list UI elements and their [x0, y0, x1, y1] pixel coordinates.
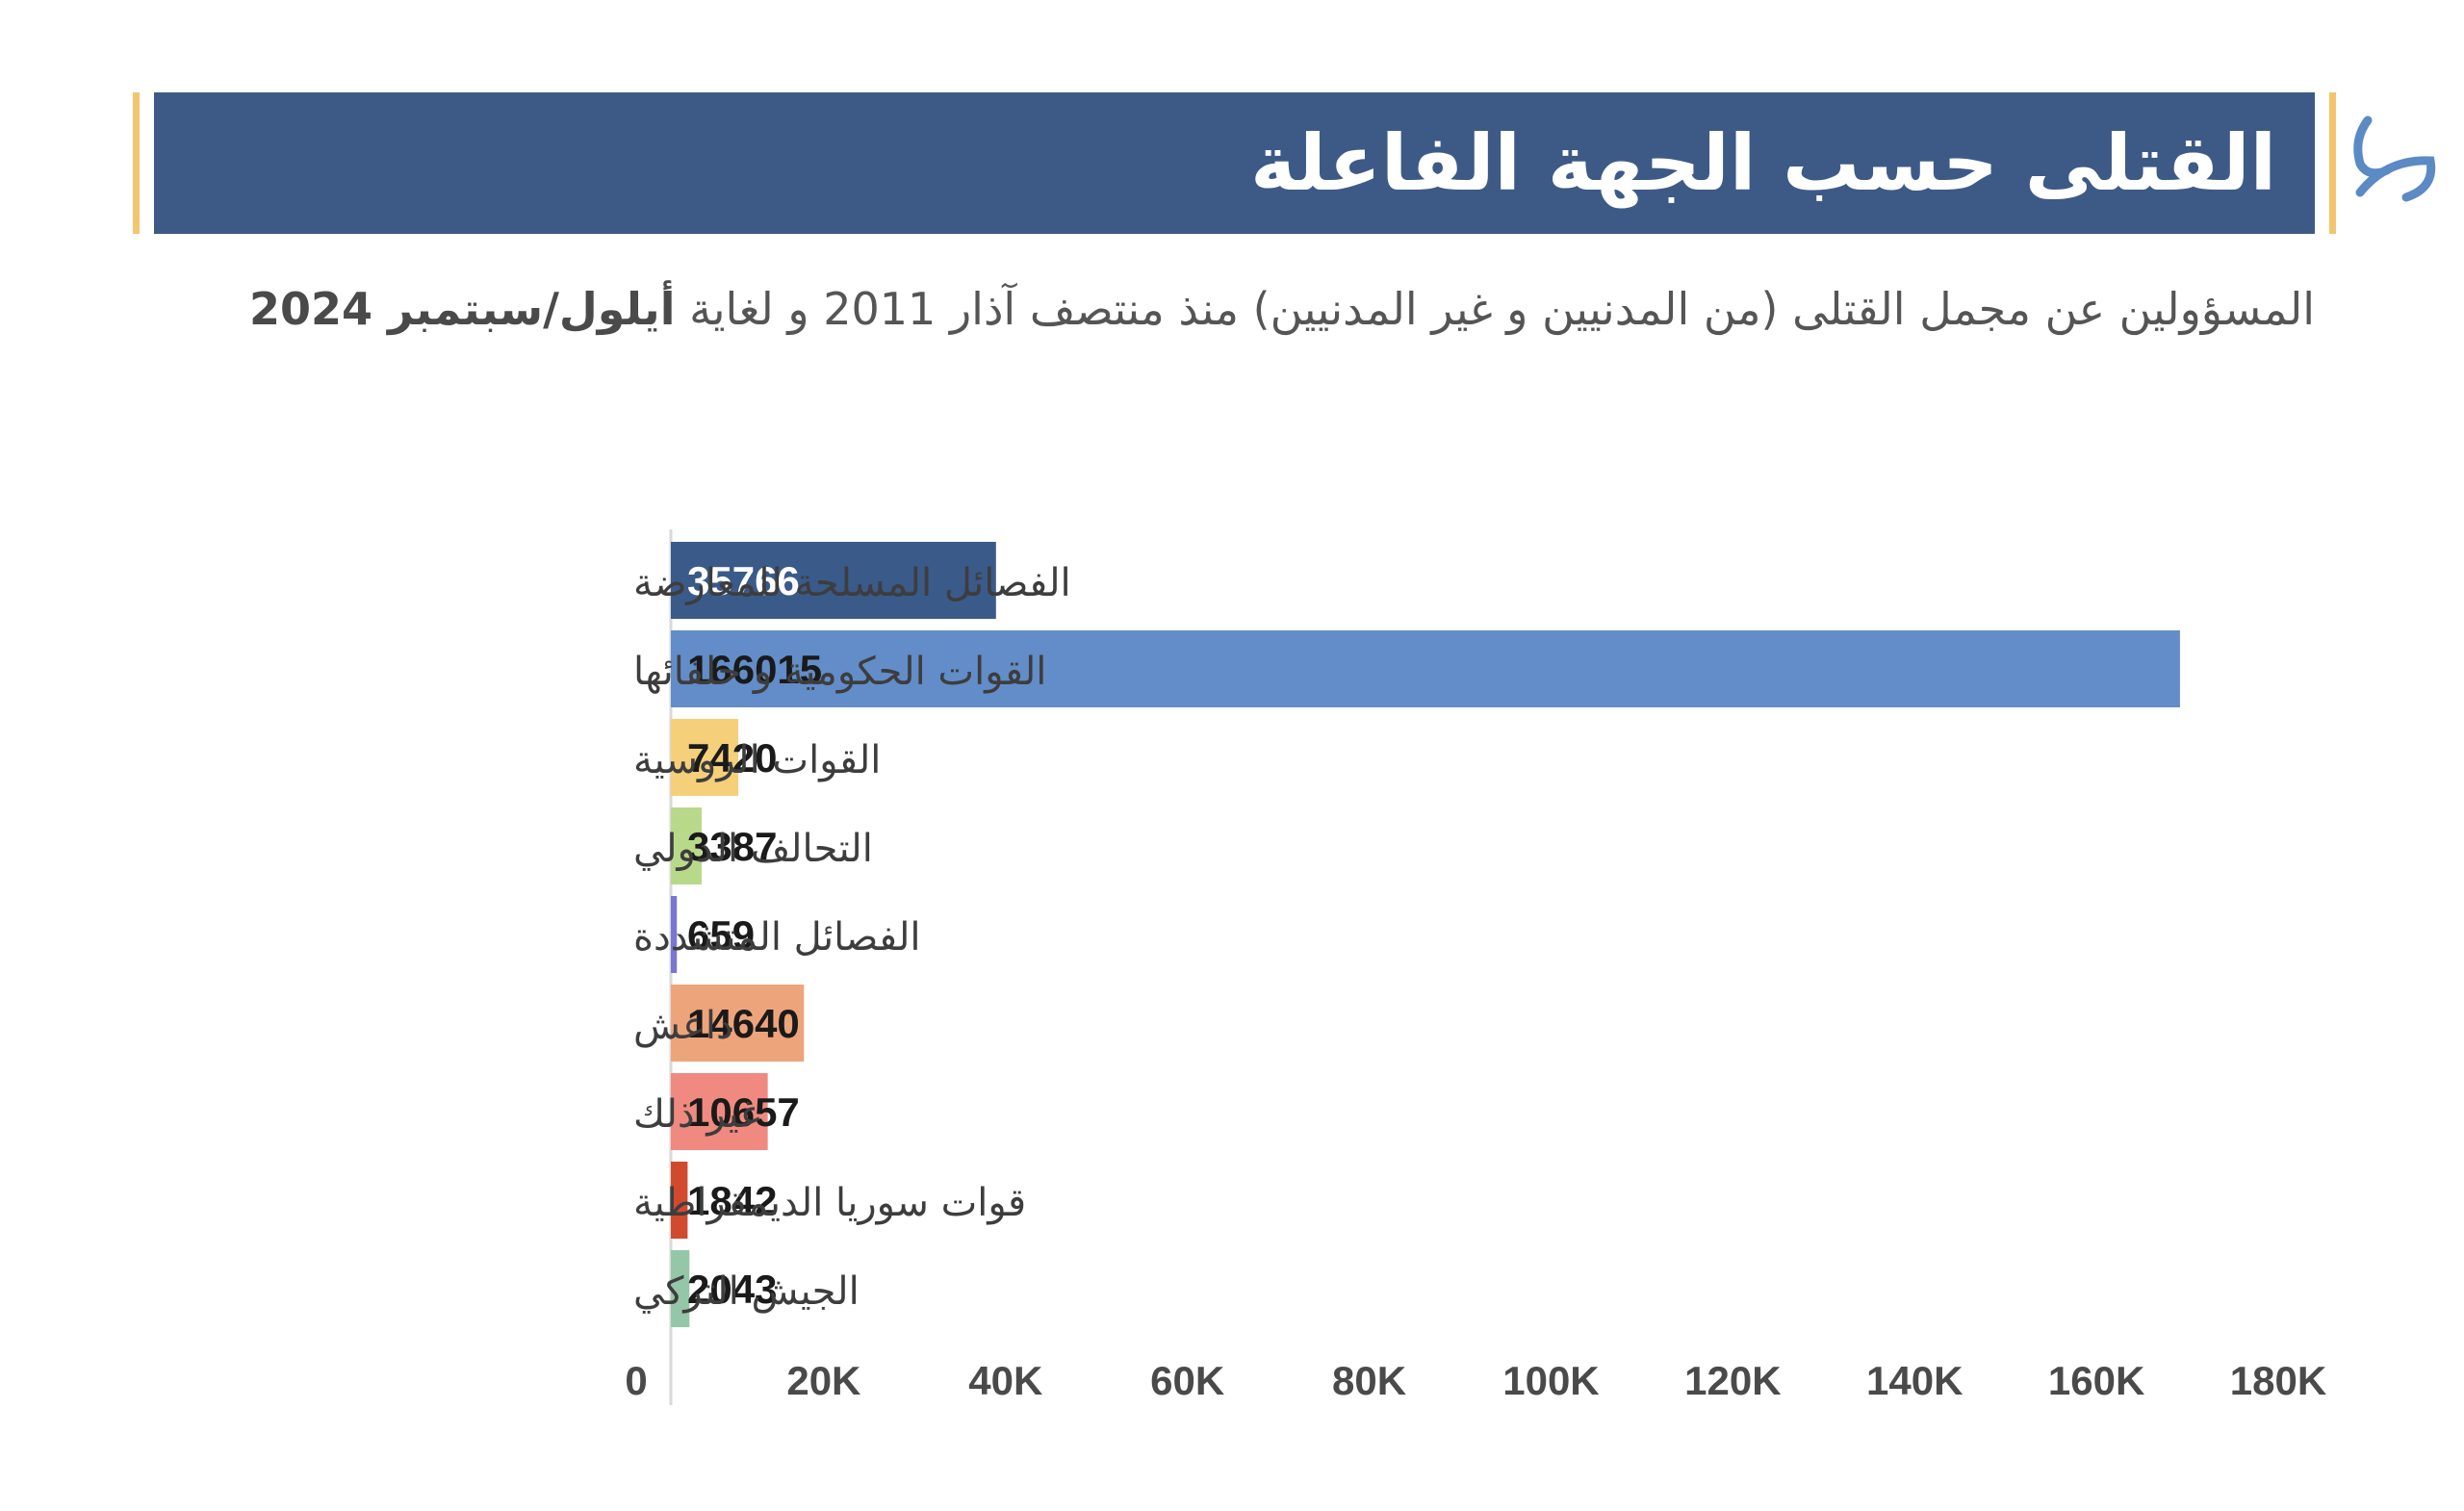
logo-stroke-lower	[2355, 156, 2436, 202]
bar-7	[671, 1073, 768, 1150]
x-tick-label-6: 120K	[1684, 1358, 1781, 1403]
title-banner	[154, 92, 2315, 234]
bar-value-label-4: 3387	[687, 824, 777, 869]
bar-1	[671, 542, 996, 619]
subtitle: المسؤولين عن مجمل القتلى (من المدنيين و …	[144, 275, 2315, 343]
right-accent-bar	[2329, 92, 2336, 234]
category-label-7: غير ذلك	[633, 1092, 759, 1137]
bar-9	[671, 1250, 690, 1327]
category-label-9: الجيش التركي	[633, 1269, 860, 1314]
subtitle-main: المسؤولين عن مجمل القتلى (من المدنيين و …	[689, 283, 2315, 335]
x-tick-label-2: 40K	[968, 1358, 1042, 1403]
logo-icon	[2353, 115, 2436, 202]
bar-5	[671, 896, 678, 973]
x-tick-label-3: 60K	[1150, 1358, 1224, 1403]
category-label-5: الفصائل المتشددة	[633, 915, 921, 960]
bar-6	[671, 985, 805, 1062]
x-tick-label-4: 80K	[1332, 1358, 1406, 1403]
x-tick-label-9: 180K	[2230, 1358, 2326, 1403]
category-label-3: القوات الروسية	[633, 738, 881, 782]
x-tick-label-0: 0	[625, 1358, 647, 1403]
bar-value-label-5: 659	[687, 912, 755, 958]
bar-value-label-9: 2043	[687, 1267, 777, 1312]
category-label-4: التحالف الدولي	[633, 827, 873, 871]
page-title: القتلى حسب الجهة الفاعلة	[1250, 118, 2276, 208]
bar-8	[671, 1162, 688, 1239]
bar-3	[671, 719, 739, 796]
bar-value-label-8: 1842	[687, 1178, 777, 1223]
subtitle-date: أيلول/سبتمبر 2024	[249, 283, 676, 335]
bar-value-label-1: 35766	[687, 558, 800, 603]
category-label-2: القوات الحكومية و حلفائها	[633, 650, 1046, 694]
left-accent-bar	[133, 92, 140, 234]
bar-value-label-6: 14640	[687, 1001, 800, 1046]
x-tick-label-5: 100K	[1502, 1358, 1599, 1403]
x-tick-label-8: 160K	[2048, 1358, 2144, 1403]
category-label-6: داعش	[633, 1004, 733, 1048]
bar-value-label-2: 166015	[687, 647, 822, 692]
x-tick-label-7: 140K	[1866, 1358, 1963, 1403]
bar-value-label-7: 10657	[687, 1089, 800, 1135]
x-tick-label-1: 20K	[786, 1358, 860, 1403]
category-label-1: الفصائل المسلحة للمعارضة	[633, 561, 1071, 605]
bar-value-label-3: 7420	[687, 735, 777, 781]
bar-2	[671, 630, 2180, 707]
bar-4	[671, 807, 702, 884]
category-label-8: قوات سوريا الديمقراطية	[633, 1181, 1026, 1225]
